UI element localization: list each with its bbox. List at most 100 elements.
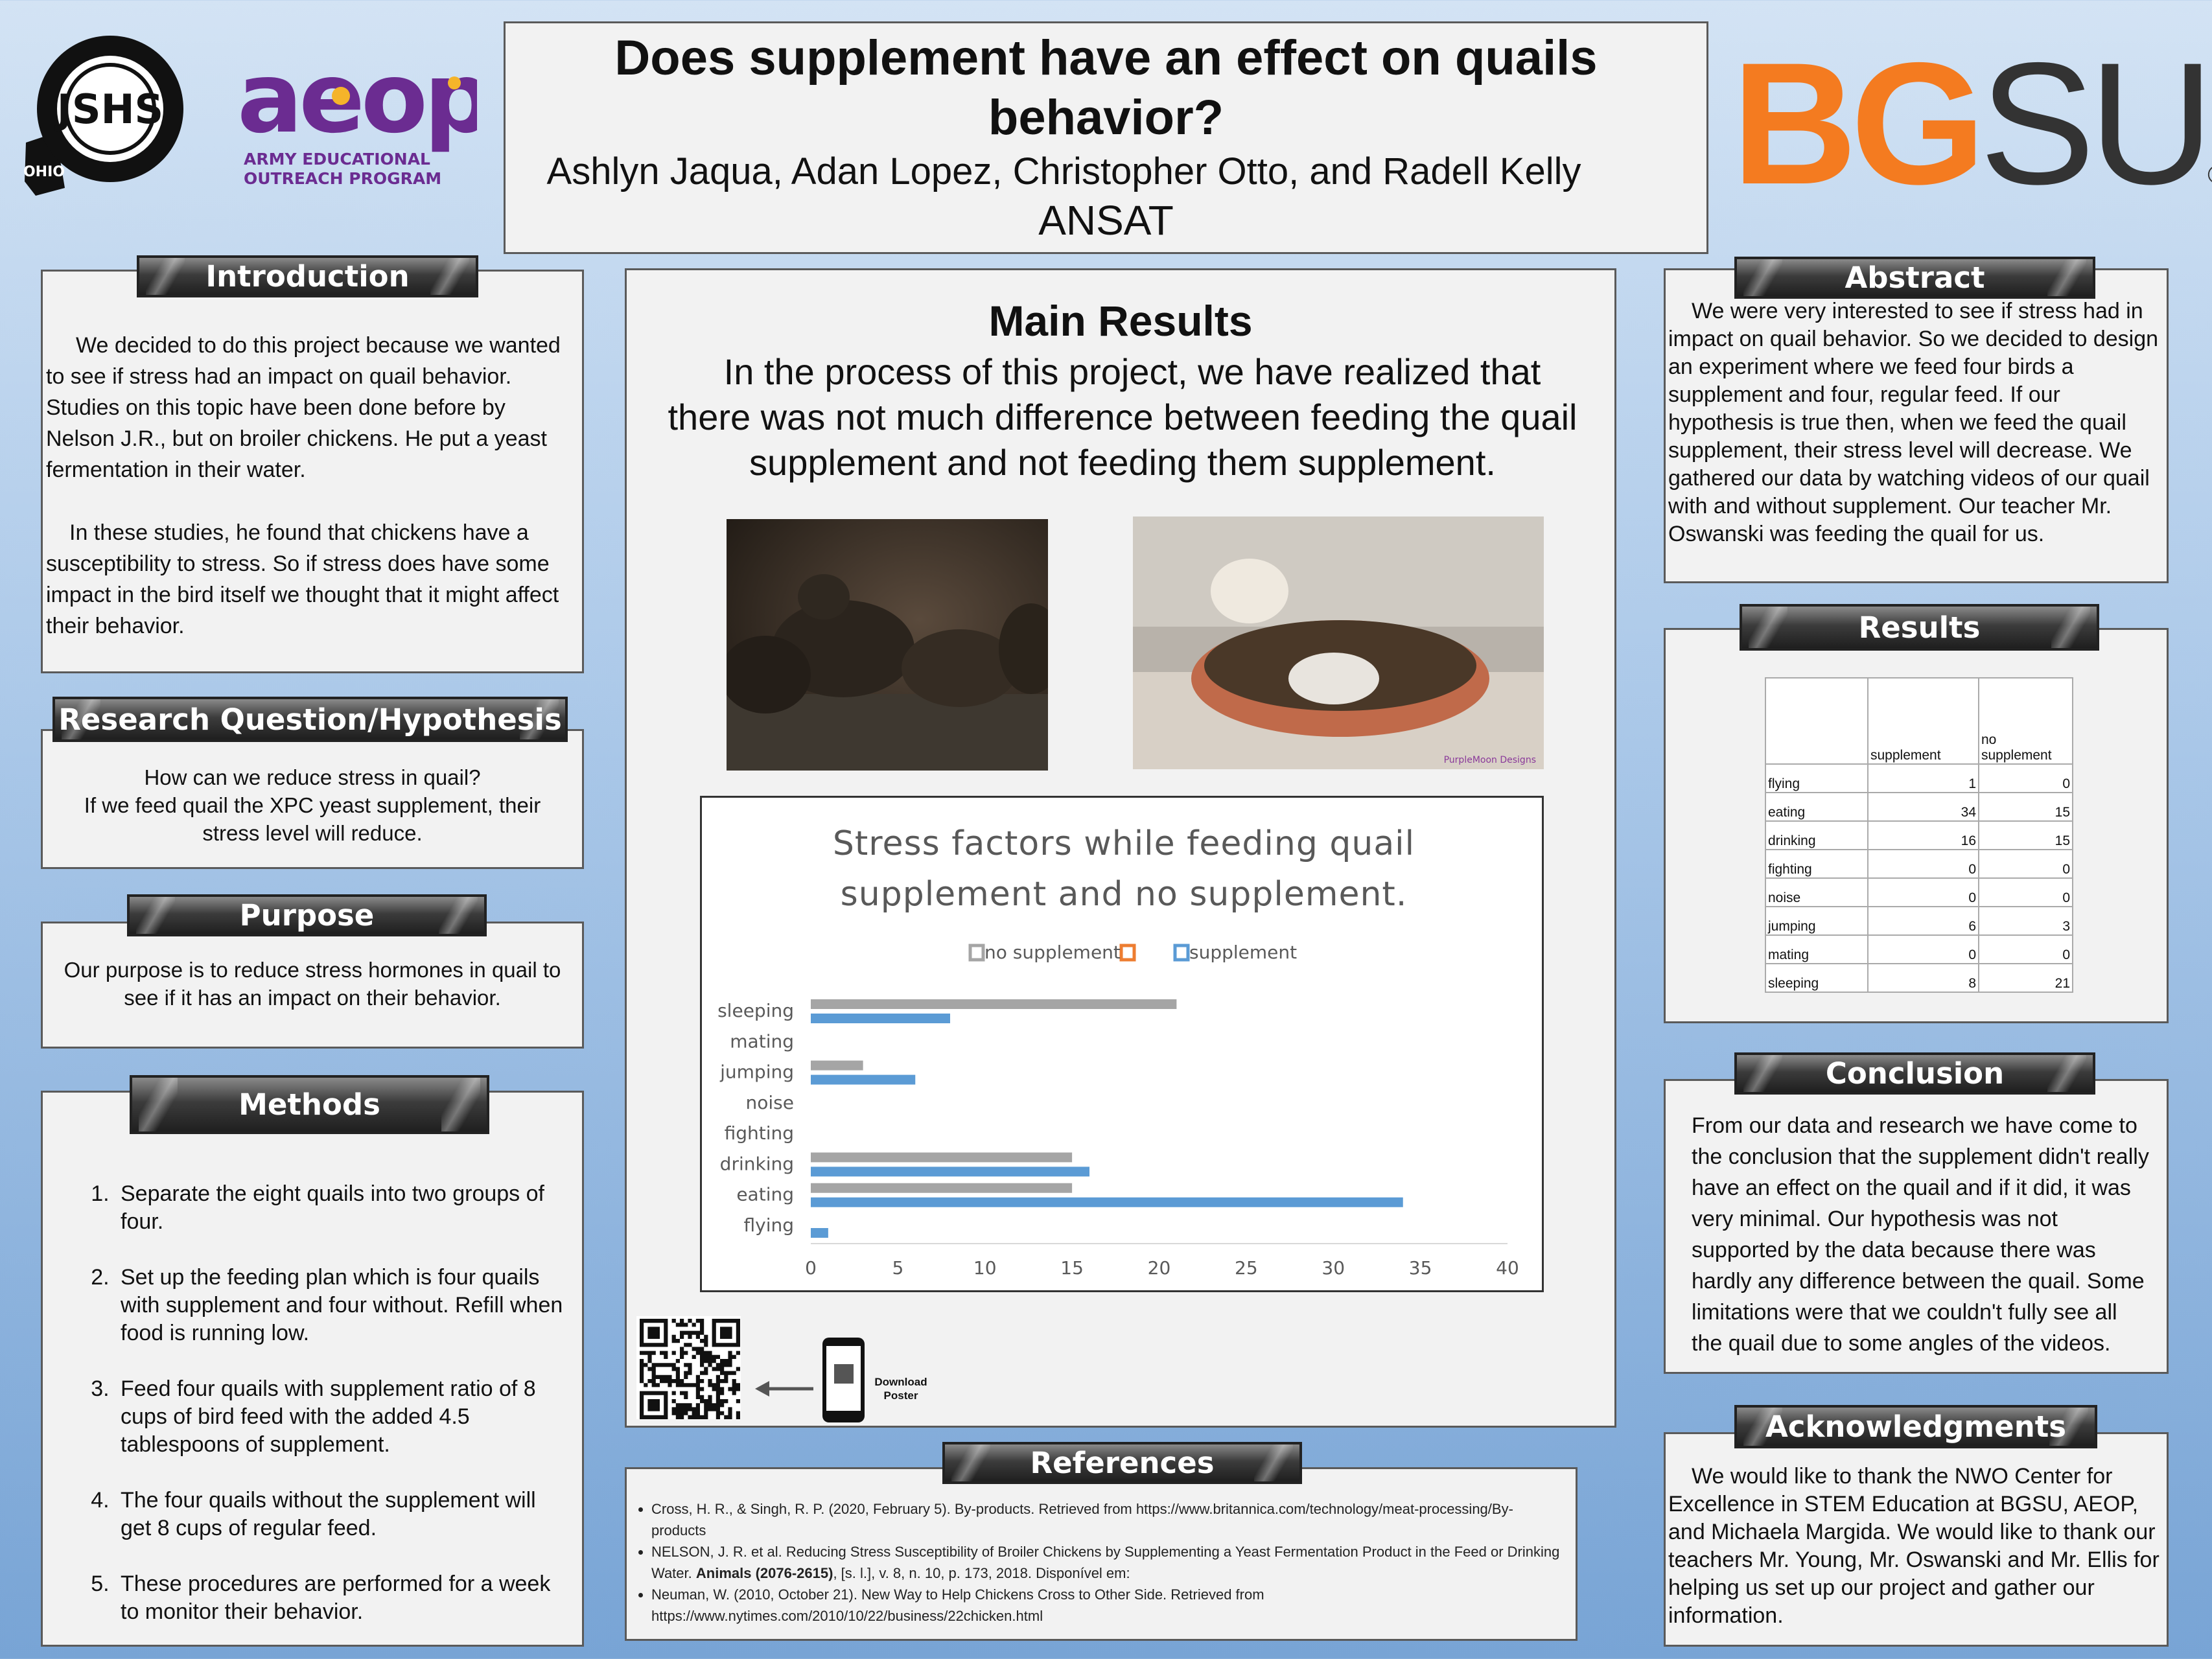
x-tick-label: 10: [973, 1257, 997, 1279]
acknowledgments-text: We would like to thank the NWO Center fo…: [1668, 1464, 2160, 1628]
qr-code: [640, 1319, 740, 1419]
bar: [811, 1228, 828, 1238]
y-tick-label: eating: [736, 1184, 794, 1205]
table-cell: 34: [1867, 792, 1979, 822]
table-cell: sleeping: [1765, 963, 1869, 993]
section-heading: Introduction: [205, 259, 410, 294]
x-tick-label: 5: [892, 1257, 903, 1279]
phone-qr: [834, 1364, 854, 1384]
table-row: drinking 16 15: [1765, 820, 2073, 850]
abstract-text: We were very interested to see if stress…: [1668, 299, 2159, 546]
table-row: sleeping 8 21: [1765, 963, 2073, 993]
table-cell: mating: [1765, 934, 1869, 964]
bar: [811, 1197, 1403, 1207]
legend-label: supplement: [1189, 942, 1297, 963]
table-row: flying 1 0: [1765, 763, 2073, 793]
reference: NELSON, J. R. et al. Reducing Stress Sus…: [651, 1541, 1566, 1584]
y-tick-label: flying: [743, 1214, 794, 1236]
jshs-inner: [57, 56, 163, 162]
table-cell: drinking: [1765, 820, 1869, 850]
table-row: mating 0 0: [1765, 934, 2073, 964]
reference-text: Cross, H. R., & Singh, R. P. (2020, Febr…: [651, 1501, 1513, 1538]
bar: [811, 1152, 1073, 1163]
quail: [902, 629, 1018, 707]
section-tab: References: [942, 1442, 1302, 1484]
section-tab: Conclusion: [1734, 1052, 2095, 1095]
table-cell: 0: [1867, 877, 1979, 907]
table-cell: flying: [1765, 763, 1869, 793]
table-row: noise 0 0: [1765, 877, 2073, 907]
table-row: eating 34 15: [1765, 792, 2073, 822]
section-tab: Results: [1740, 604, 2099, 651]
method-step: The four quails without the supplement w…: [115, 1487, 566, 1542]
photo-quail-bowl: PurpleMoon Designs: [1133, 516, 1544, 769]
section-heading: Acknowledgments: [1765, 1410, 2067, 1444]
y-tick-label: noise: [746, 1092, 794, 1113]
table-cell: 0: [1978, 877, 2073, 907]
y-tick-label: fighting: [725, 1122, 794, 1144]
reference-text: NELSON, J. R. et al. Reducing Stress Sus…: [651, 1544, 1560, 1581]
jshs-text: JSHS: [54, 86, 163, 133]
method-step: Separate the eight quails into two group…: [115, 1180, 566, 1236]
reference: Neuman, W. (2010, October 21). New Way t…: [651, 1584, 1566, 1627]
photo-wall: [1133, 516, 1544, 627]
quail-white: [1211, 559, 1288, 623]
aeop-star: [448, 76, 461, 89]
school: ANSAT: [1038, 197, 1174, 244]
section-heading: References: [1030, 1446, 1215, 1480]
table-cell: 15: [1978, 820, 2073, 850]
table-cell: 3: [1978, 906, 2073, 936]
bgsu-bg: BG: [1732, 26, 1986, 220]
table-header: supplement: [1867, 677, 1979, 765]
methods-list: Separate the eight quails into two group…: [43, 1180, 566, 1626]
section-tab: Acknowledgments: [1734, 1405, 2097, 1448]
bar: [811, 999, 1177, 1009]
aeop-sub-2: OUTREACH PROGRAM: [244, 169, 441, 188]
intro-paragraph: In these studies, he found that chickens…: [46, 520, 559, 638]
section-heading: Abstract: [1845, 261, 1985, 295]
section-tab: Research Question/Hypothesis: [52, 697, 568, 742]
x-tick-label: 0: [805, 1257, 817, 1279]
x-tick-label: 20: [1148, 1257, 1171, 1279]
methods-box: Separate the eight quails into two group…: [41, 1091, 584, 1647]
reference: Cross, H. R., & Singh, R. P. (2020, Febr…: [651, 1498, 1566, 1541]
conclusion-box: From our data and research we have come …: [1664, 1079, 2169, 1374]
table-cell: 15: [1978, 792, 2073, 822]
legend-swatch: [1119, 944, 1136, 962]
section-heading: Results: [1858, 610, 1981, 645]
acknowledgments-box: We would like to thank the NWO Center fo…: [1664, 1432, 2169, 1647]
qr-label: Download Poster: [874, 1376, 927, 1402]
table-cell: 0: [1867, 849, 1979, 879]
introduction-box: We decided to do this project because we…: [41, 270, 584, 673]
x-tick-label: 30: [1321, 1257, 1345, 1279]
conclusion-text: From our data and research we have come …: [1692, 1113, 2149, 1356]
qr-area: [636, 1316, 865, 1422]
method-step: These procedures are performed for a wee…: [115, 1570, 566, 1626]
main-results-heading: Main Results: [988, 297, 1253, 345]
table-header: no supplement: [1978, 677, 2073, 765]
table-cell: 16: [1867, 820, 1979, 850]
aeop-logo: aeop ARMY EDUCATIONAL OUTREACH PROGRAM: [237, 57, 477, 188]
legend-swatch: [968, 944, 985, 962]
photo-quail-dark: [727, 519, 1048, 771]
table-cell: 0: [1978, 849, 2073, 879]
quail-white: [1288, 653, 1379, 704]
section-tab: Methods: [130, 1075, 489, 1134]
table-cell: eating: [1765, 792, 1869, 822]
method-step: Set up the feeding plan which is four qu…: [115, 1264, 566, 1347]
table-cell: 8: [1867, 963, 1979, 993]
table-cell: 0: [1867, 934, 1979, 964]
bar: [811, 1014, 950, 1023]
table-cell: 0: [1978, 763, 2073, 793]
y-tick-label: drinking: [720, 1153, 794, 1174]
bar: [811, 1074, 916, 1085]
aeop-sub-1: ARMY EDUCATIONAL: [244, 150, 430, 168]
table-cell: 0: [1978, 934, 2073, 964]
quail: [727, 636, 811, 713]
y-tick-label: mating: [730, 1030, 794, 1052]
research-question: How can we reduce stress in quail?: [144, 765, 481, 789]
section-tab: Introduction: [137, 255, 478, 297]
x-tick-label: 25: [1235, 1257, 1258, 1279]
jshs-logo: JSHS OHIO: [23, 36, 183, 196]
